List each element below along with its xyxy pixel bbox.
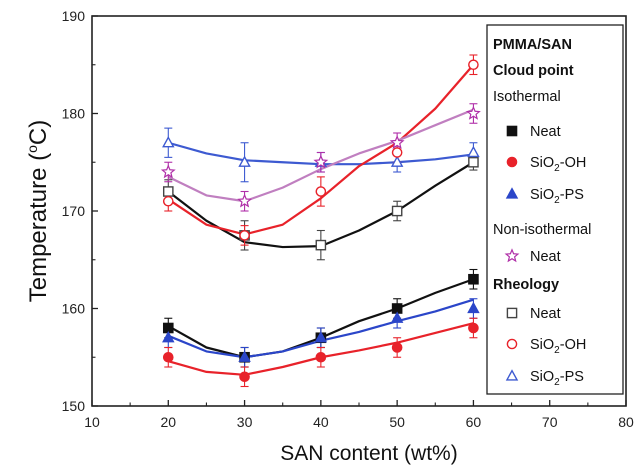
legend-entry-text: SiO bbox=[530, 337, 554, 353]
data-point bbox=[391, 342, 403, 353]
axes: 10 20 30 40 50 60 70 80 150 160 170 180 190 bbox=[62, 8, 634, 430]
legend-box bbox=[486, 24, 624, 395]
x-tick-label: 20 bbox=[160, 414, 176, 430]
legend-entry-text: -OH bbox=[560, 155, 587, 171]
x-tick-label: 50 bbox=[389, 414, 405, 430]
data-point bbox=[391, 205, 403, 217]
legend-entry-text: SiO bbox=[530, 369, 554, 385]
legend-entry-label: Neat bbox=[530, 249, 561, 265]
y-tick-label: 180 bbox=[62, 106, 86, 122]
legend-group-label: Isothermal bbox=[493, 89, 561, 105]
x-tick-label: 80 bbox=[618, 414, 634, 430]
data-point bbox=[390, 311, 404, 323]
legend-group-label: Non-isothermal bbox=[493, 222, 591, 238]
legend-entry-label: SiO2-OH bbox=[530, 337, 586, 356]
data-point bbox=[162, 331, 175, 343]
data-point bbox=[160, 164, 176, 179]
legend-entry-text: Neat bbox=[530, 249, 561, 265]
x-tick-label: 10 bbox=[84, 414, 100, 430]
x-tick-label: 30 bbox=[237, 414, 253, 430]
y-axis-label-degree: o bbox=[24, 145, 40, 153]
data-point bbox=[390, 155, 404, 167]
data-point bbox=[466, 105, 481, 120]
legend-entry-label: Neat bbox=[530, 306, 561, 322]
data-point bbox=[389, 134, 405, 150]
legend-marker bbox=[506, 125, 518, 137]
y-axis-label: Temperature (oC) bbox=[24, 120, 52, 303]
legend-title: Cloud point bbox=[493, 63, 574, 79]
data-point bbox=[162, 195, 174, 207]
x-tick-label: 60 bbox=[466, 414, 482, 430]
x-tick-label: 40 bbox=[313, 414, 329, 430]
legend-marker bbox=[505, 187, 519, 199]
data-point bbox=[468, 273, 479, 285]
data-point bbox=[313, 154, 329, 169]
data-point bbox=[162, 351, 174, 363]
legend-entry-text: -OH bbox=[560, 337, 587, 353]
data-point bbox=[315, 186, 327, 197]
x-tick-label: 70 bbox=[542, 414, 558, 430]
legend-entry-text: 2 bbox=[554, 163, 560, 174]
legend-marker bbox=[504, 248, 520, 263]
legend-entry-label: SiO2-OH bbox=[530, 155, 586, 174]
data-point bbox=[238, 155, 251, 167]
data-point bbox=[162, 136, 175, 148]
data-point bbox=[467, 145, 480, 158]
legend-entry-text: -PS bbox=[560, 187, 584, 203]
y-axis-label-main: Temperature ( bbox=[25, 153, 52, 302]
y-tick-label: 170 bbox=[62, 203, 86, 219]
legend-entry-label: SiO2-PS bbox=[530, 187, 584, 206]
data-point bbox=[391, 147, 403, 158]
data-point bbox=[238, 350, 251, 362]
data-point bbox=[467, 301, 480, 314]
data-point bbox=[315, 239, 327, 251]
y-axis-label-unit: C) bbox=[25, 120, 52, 145]
y-tick-label: 190 bbox=[62, 8, 86, 24]
data-point bbox=[315, 351, 327, 363]
data-point bbox=[162, 186, 174, 197]
legend-entry-label: SiO2-PS bbox=[530, 369, 584, 388]
legend-entry-text: 2 bbox=[554, 377, 560, 388]
x-axis-label: SAN content (wt%) bbox=[280, 442, 457, 465]
legend-entry-text: SiO bbox=[530, 187, 554, 203]
legend-entry-text: Neat bbox=[530, 124, 561, 140]
legend-group-label: Rheology bbox=[493, 277, 559, 293]
y-tick-label: 160 bbox=[62, 301, 86, 317]
legend-entry-text: Neat bbox=[530, 306, 561, 322]
legend-marker bbox=[506, 338, 518, 350]
data-point bbox=[468, 59, 479, 71]
data-point bbox=[314, 331, 328, 343]
series-markers bbox=[160, 59, 481, 383]
data-point bbox=[239, 230, 250, 241]
legend-entry-text: -PS bbox=[560, 369, 584, 385]
data-point bbox=[239, 371, 250, 383]
legend-entry-text: 2 bbox=[554, 345, 560, 356]
legend-marker bbox=[505, 369, 519, 381]
data-point bbox=[237, 193, 252, 208]
data-point bbox=[468, 322, 479, 334]
legend-entry-text: SiO bbox=[530, 155, 554, 171]
legend-marker bbox=[506, 307, 518, 319]
legend-entry-text: 2 bbox=[554, 195, 560, 206]
legend-entry-label: Neat bbox=[530, 124, 561, 140]
data-point bbox=[468, 156, 479, 168]
y-tick-label: 150 bbox=[62, 398, 86, 414]
legend-title: PMMA/SAN bbox=[493, 37, 572, 53]
legend-marker bbox=[506, 156, 518, 168]
